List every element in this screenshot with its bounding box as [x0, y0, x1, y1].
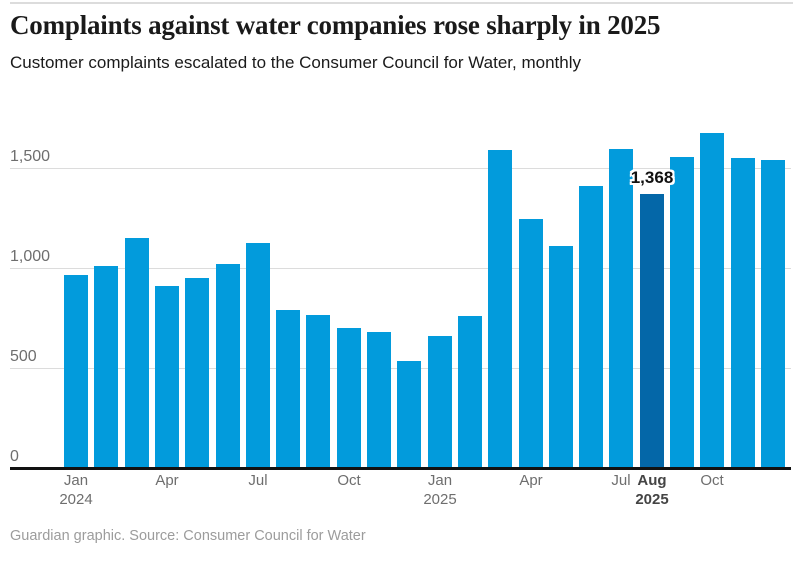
x-axis-line: [10, 467, 791, 470]
bar-jul-2025: [609, 148, 633, 468]
bar-apr-2024: [155, 285, 179, 468]
bar-oct-2025: [700, 132, 724, 468]
bar-jun-2024: [216, 263, 240, 468]
bar-sep-2024: [306, 314, 330, 468]
bar-jul-2024: [246, 242, 270, 468]
gridline-1500: [10, 167, 791, 169]
gridline-1000: [10, 267, 791, 269]
x-axis-label-jul-6: Jul: [248, 472, 268, 489]
x-axis-label-apr-15: Apr: [519, 472, 543, 489]
highlighted-bar-aug-2025: [640, 193, 664, 468]
bar-feb-2024: [94, 265, 118, 468]
y-axis-label-0: 0: [10, 448, 19, 465]
bar-oct-2024: [337, 327, 361, 468]
bar-mar-2024: [125, 237, 149, 468]
x-axis-year-label-2025: 2025: [423, 491, 457, 508]
x-axis-year-label-2025: 2025: [635, 491, 669, 508]
x-axis-label-oct-9: Oct: [337, 472, 361, 489]
x-axis-label-jan-12: Jan: [427, 472, 453, 489]
x-axis-label-apr-3: Apr: [155, 472, 179, 489]
bar-nov-2024: [367, 331, 391, 468]
bar-jan-2024: [64, 274, 88, 468]
bar-nov-2025: [731, 157, 755, 468]
x-axis-label-aug-19: Aug: [637, 472, 667, 489]
x-axis-label-jan-0: Jan: [63, 472, 89, 489]
y-axis-label-1500: 1,500: [10, 148, 51, 165]
y-axis-label-500: 500: [10, 348, 37, 365]
x-axis-year-label-2024: 2024: [59, 491, 93, 508]
highlight-value-label: 1,368: [630, 167, 674, 187]
chart-subtitle: Customer complaints escalated to the Con…: [10, 53, 582, 72]
bar-jan-2025: [428, 335, 452, 468]
bar-may-2025: [549, 245, 573, 468]
source-credit: Guardian graphic. Source: Consumer Counc…: [10, 528, 366, 544]
bar-dec-2024: [397, 360, 421, 468]
bar-jun-2025: [579, 185, 603, 468]
x-axis-label-oct-21: Oct: [700, 472, 724, 489]
top-rule-divider: [10, 2, 793, 4]
bar-aug-2024: [276, 309, 300, 468]
bar-sep-2025: [670, 156, 694, 468]
bar-feb-2025: [458, 315, 482, 468]
y-axis-label-1000: 1,000: [10, 248, 51, 265]
chart-title: Complaints against water companies rose …: [10, 10, 661, 40]
bar-dec-2025: [761, 159, 785, 468]
bar-apr-2025: [519, 218, 543, 468]
x-axis-label-jul-18: Jul: [611, 472, 631, 489]
bar-mar-2025: [488, 149, 512, 468]
bar-may-2024: [185, 277, 209, 468]
